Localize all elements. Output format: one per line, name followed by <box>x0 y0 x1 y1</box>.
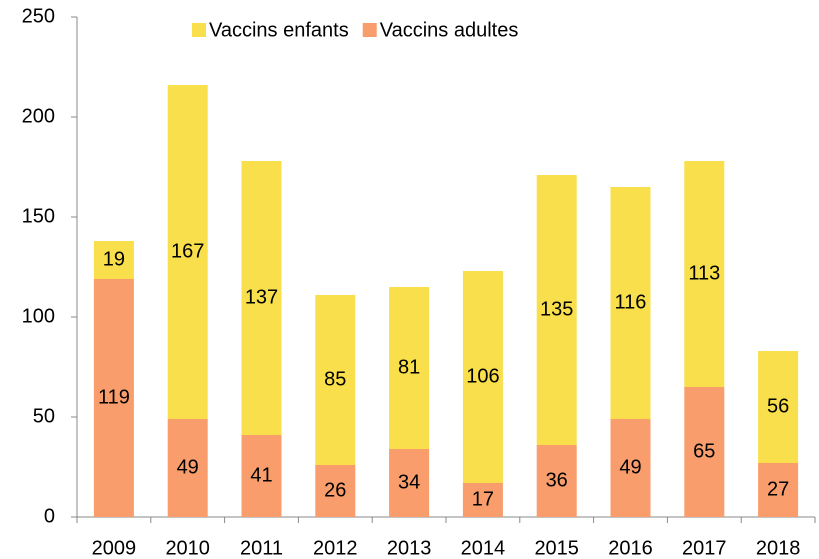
data-label: 27 <box>767 478 789 500</box>
bar-segment <box>241 161 282 435</box>
bar-segment <box>610 187 651 419</box>
data-label: 113 <box>688 262 720 284</box>
bar-segment <box>93 279 134 517</box>
bar-segment <box>241 435 282 517</box>
data-label: 41 <box>250 464 272 486</box>
x-tick-label: 2018 <box>756 537 801 559</box>
data-label: 137 <box>245 286 278 308</box>
legend-swatch <box>192 23 206 37</box>
data-label: 34 <box>398 471 420 493</box>
x-tick-label: 2014 <box>461 537 506 559</box>
legend-label: Vaccins enfants <box>209 19 349 41</box>
y-tick-label: 100 <box>22 305 55 327</box>
bar-segment <box>315 465 356 517</box>
bar-segment <box>167 419 208 517</box>
data-label: 119 <box>98 386 130 408</box>
data-label: 85 <box>324 368 346 390</box>
data-label: 19 <box>103 248 125 270</box>
data-label: 56 <box>767 395 789 417</box>
x-tick-label: 2015 <box>534 537 579 559</box>
y-tick-label: 50 <box>33 405 55 427</box>
data-label: 65 <box>693 440 715 462</box>
y-tick-label: 250 <box>22 5 55 27</box>
x-tick-label: 2010 <box>165 537 210 559</box>
data-label: 106 <box>466 365 499 387</box>
bar-segment <box>315 295 356 465</box>
data-label: 49 <box>619 456 641 478</box>
bar-segment <box>462 271 503 483</box>
data-label: 167 <box>171 240 204 262</box>
y-tick-label: 150 <box>22 205 55 227</box>
bar-segment <box>758 351 799 463</box>
data-label: 26 <box>324 479 346 501</box>
x-tick-label: 2011 <box>240 537 283 559</box>
bar-segment <box>462 483 503 517</box>
data-label: 81 <box>398 356 420 378</box>
bar-segment <box>389 287 430 449</box>
x-tick-label: 2016 <box>608 537 653 559</box>
data-label: 116 <box>615 291 647 313</box>
bar-segment <box>610 419 651 517</box>
data-label: 17 <box>472 488 494 510</box>
x-tick-label: 2017 <box>682 537 727 559</box>
x-tick-label: 2009 <box>92 537 137 559</box>
bar-segment <box>536 445 577 517</box>
y-tick-label: 200 <box>22 105 55 127</box>
bar-segment <box>684 387 725 517</box>
data-label: 36 <box>546 469 568 491</box>
x-tick-label: 2012 <box>313 537 358 559</box>
bar-segment <box>93 241 134 279</box>
bar-segment <box>389 449 430 517</box>
bar-segment <box>758 463 799 517</box>
x-tick-label: 2013 <box>387 537 432 559</box>
bar-segment <box>536 175 577 445</box>
legend-label: Vaccins adultes <box>380 19 519 41</box>
bar-segment <box>167 85 208 419</box>
data-label: 49 <box>177 456 199 478</box>
bar-segment <box>684 161 725 387</box>
legend-swatch <box>362 23 377 37</box>
y-tick-label: 0 <box>44 505 55 527</box>
data-label: 135 <box>540 298 573 320</box>
